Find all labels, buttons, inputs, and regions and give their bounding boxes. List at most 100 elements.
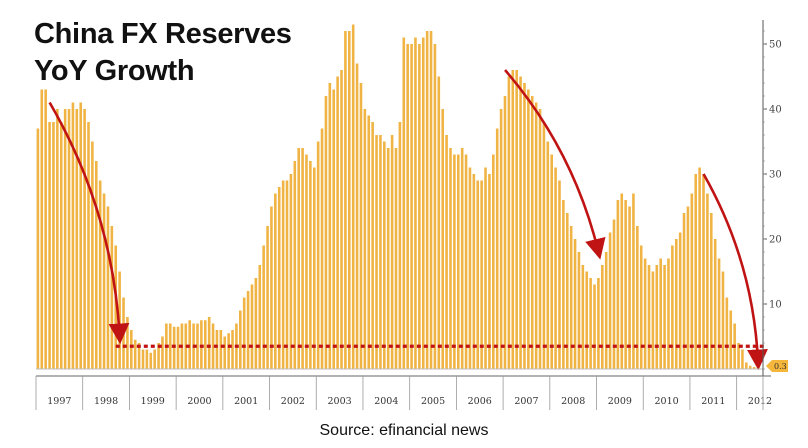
- bar: [562, 200, 565, 369]
- bar: [741, 349, 744, 369]
- bar: [239, 310, 242, 369]
- trend-arrow: [504, 69, 606, 260]
- bar: [188, 320, 191, 369]
- bar: [122, 297, 125, 369]
- bar: [48, 122, 51, 369]
- bar: [266, 226, 269, 369]
- bar: [538, 109, 542, 369]
- bar: [495, 128, 499, 369]
- bar: [316, 141, 320, 369]
- bar: [694, 174, 698, 369]
- bar: [223, 336, 227, 369]
- bar: [351, 24, 355, 369]
- bar: [254, 278, 258, 369]
- bar: [200, 320, 203, 369]
- bar: [445, 135, 448, 369]
- x-tick-label: 2006: [468, 396, 492, 407]
- bar: [71, 102, 75, 369]
- bar: [203, 320, 207, 369]
- bar: [133, 339, 137, 369]
- x-axis-ticks: 1997 1998 1999 2000 2001 2002 2003 2004 2005 2006…: [35, 376, 772, 410]
- bar: [690, 193, 694, 369]
- last-value-badge: 0.3: [766, 360, 788, 373]
- bar: [371, 122, 374, 369]
- bar: [713, 239, 717, 369]
- bar: [196, 323, 199, 369]
- y-tick-label: 30: [769, 170, 782, 181]
- bar: [737, 343, 740, 369]
- x-tick-label: 1997: [47, 396, 71, 407]
- bar: [706, 193, 709, 369]
- bar: [56, 109, 59, 369]
- bar: [320, 128, 324, 369]
- bar: [492, 154, 495, 369]
- bar: [449, 148, 452, 369]
- bar: [130, 330, 133, 369]
- bar: [729, 310, 733, 369]
- bar: [219, 330, 223, 369]
- bar: [394, 148, 398, 369]
- bar: [507, 76, 511, 369]
- bar: [503, 96, 507, 369]
- bar: [558, 180, 561, 369]
- bar: [515, 70, 518, 369]
- bar: [137, 343, 141, 369]
- bar: [573, 239, 577, 369]
- bar: [398, 122, 402, 369]
- bar: [67, 109, 71, 369]
- bar: [157, 343, 160, 369]
- bar: [145, 349, 149, 369]
- bar: [632, 193, 635, 369]
- bar: [523, 83, 526, 369]
- bar-group: [36, 24, 760, 369]
- bar: [332, 89, 336, 369]
- bar: [293, 161, 297, 369]
- bar: [604, 252, 608, 369]
- bar: [227, 333, 230, 369]
- bar: [597, 278, 600, 369]
- bar: [472, 174, 476, 369]
- bar: [83, 109, 86, 369]
- bar: [40, 89, 44, 369]
- bar: [651, 271, 655, 369]
- bar: [565, 213, 569, 369]
- source-caption: Source: efinancial news: [319, 422, 489, 439]
- bar: [636, 226, 639, 369]
- bar: [36, 128, 40, 369]
- last-value-badge-shape: [766, 360, 788, 373]
- y-tick-label: 50: [769, 40, 782, 51]
- bar: [608, 232, 612, 369]
- bar: [379, 135, 382, 369]
- bar: [52, 122, 55, 369]
- bar: [456, 154, 460, 369]
- bar: [511, 70, 515, 369]
- bar: [418, 44, 421, 369]
- bar: [647, 265, 651, 369]
- bar: [390, 135, 394, 369]
- bar: [79, 102, 83, 369]
- bar: [663, 265, 666, 369]
- bar: [324, 96, 328, 369]
- bar: [172, 326, 176, 369]
- bar: [499, 109, 503, 369]
- bar: [710, 213, 713, 369]
- x-tick-label: 2007: [514, 396, 538, 407]
- y-axis-ticks: 10 20 30 40 50: [763, 30, 782, 370]
- y-tick-label: 10: [769, 300, 782, 311]
- bar: [530, 96, 534, 369]
- bar: [344, 31, 347, 369]
- bar: [585, 271, 589, 369]
- bar: [168, 323, 172, 369]
- bar: [554, 167, 557, 369]
- bar: [437, 76, 441, 369]
- bar: [126, 317, 129, 369]
- bar: [464, 154, 468, 369]
- bar: [215, 330, 219, 369]
- bar: [309, 161, 312, 369]
- bar: [211, 323, 215, 369]
- bar: [106, 206, 110, 369]
- bar: [285, 180, 289, 369]
- bar: [363, 109, 367, 369]
- bar: [745, 362, 748, 369]
- bar: [386, 148, 390, 369]
